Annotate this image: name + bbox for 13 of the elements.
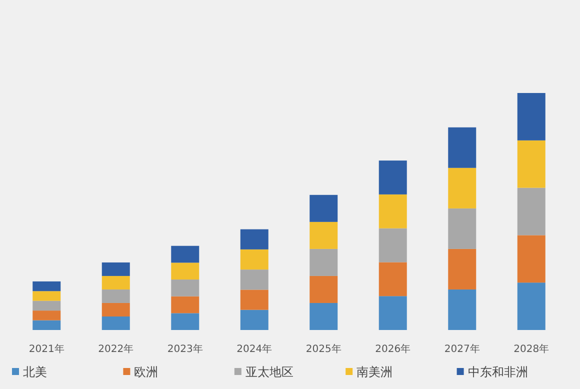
legend-label: 中东和非洲 — [468, 365, 528, 379]
x-tick-label: 2026年 — [375, 343, 411, 355]
legend-label: 亚太地区 — [245, 365, 294, 379]
x-tick-label: 2028年 — [514, 343, 550, 355]
x-tick-label: 2027年 — [444, 343, 480, 355]
x-tick-label: 2025年 — [306, 343, 342, 355]
legend-label: 北美 — [23, 365, 47, 379]
x-tick-label: 2024年 — [236, 343, 272, 355]
legend-label: 欧洲 — [134, 365, 158, 379]
legend-label: 南美洲 — [356, 365, 393, 379]
x-tick-label: 2023年 — [167, 343, 203, 355]
x-tick-label: 2021年 — [28, 343, 64, 355]
x-tick-label: 2022年 — [98, 343, 134, 355]
